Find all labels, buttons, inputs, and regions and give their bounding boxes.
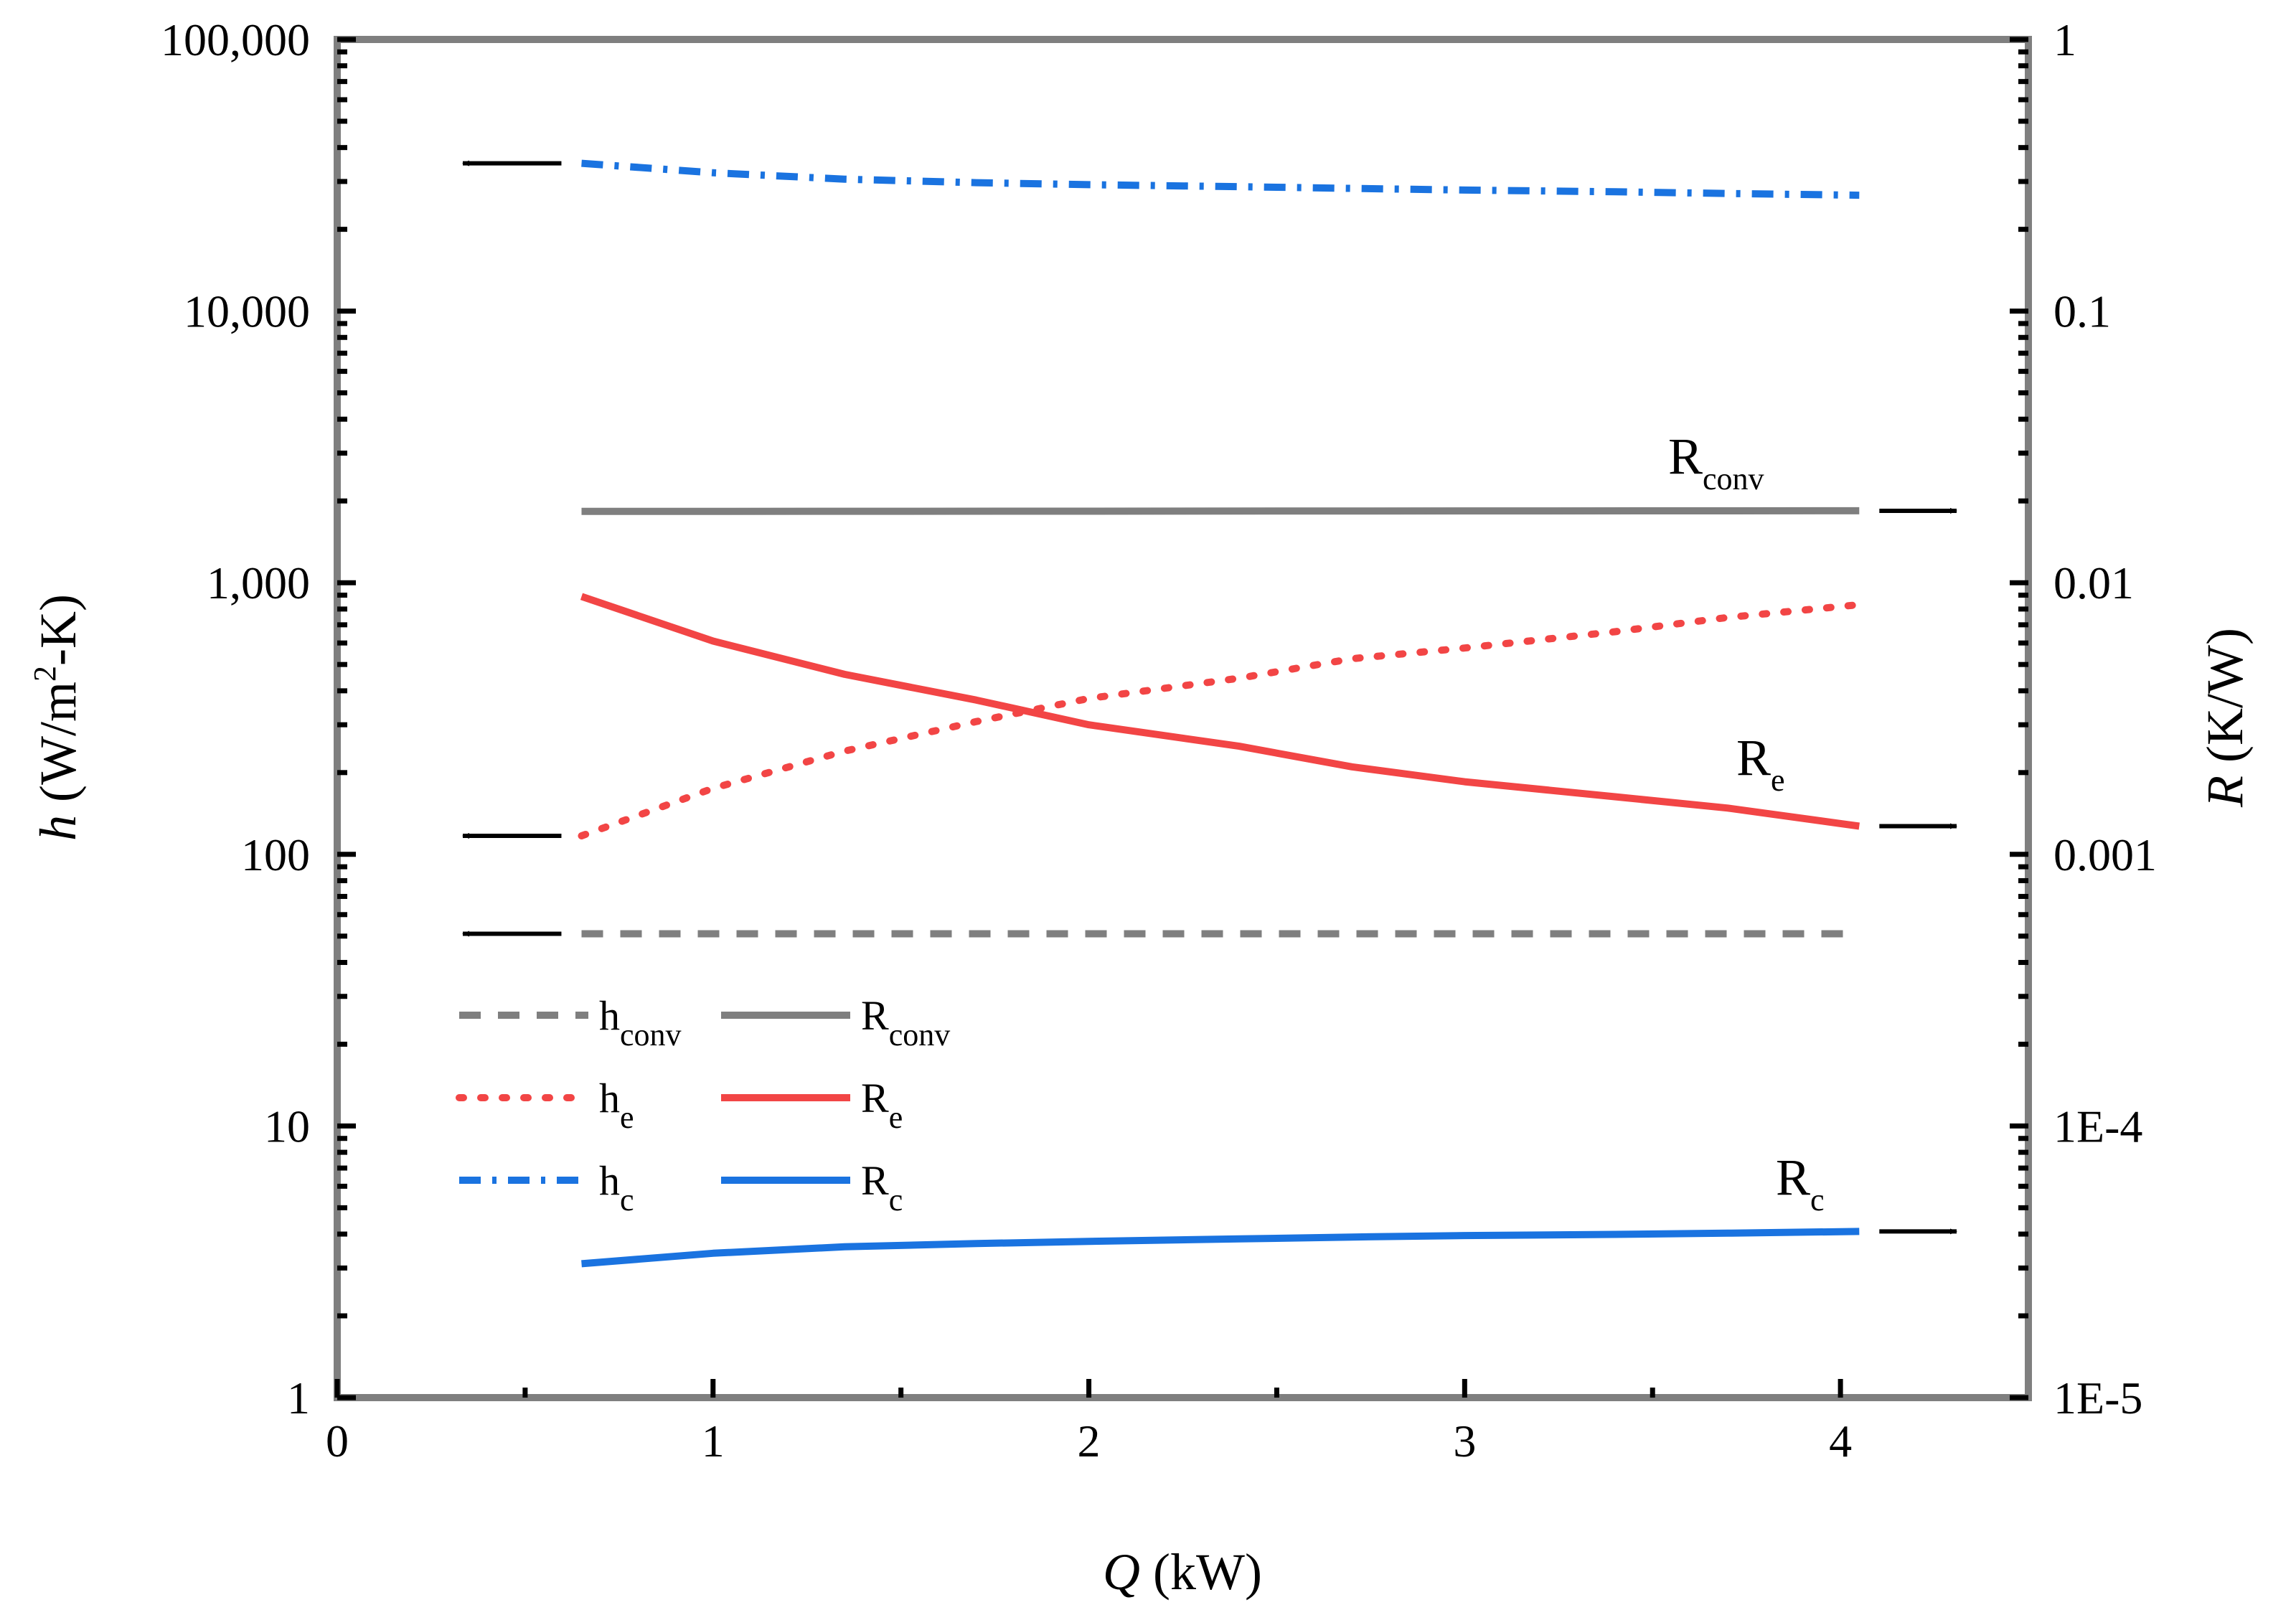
legend-label-h-conv: hconv	[599, 992, 682, 1053]
y-left-axis-title: h (W/m2-K)	[27, 594, 87, 841]
x-tick-label: 0	[326, 1416, 349, 1466]
y-right-tick-label: 1E-4	[2053, 1101, 2142, 1152]
x-tick-label: 4	[1829, 1416, 1852, 1466]
annotation-r-e: Re	[1736, 729, 1785, 798]
legend-label-R-c-main: R	[861, 1157, 889, 1204]
y-left-tick-label: 10,000	[184, 286, 310, 337]
y-left-axis-var: h	[29, 815, 87, 841]
annotation-r-conv-sub: conv	[1703, 461, 1764, 496]
y-right-tick-label: 0.01	[2053, 557, 2134, 608]
annotation-r-e-main: R	[1736, 729, 1771, 786]
x-tick-label: 2	[1078, 1416, 1101, 1466]
legend-label-R-conv-main: R	[861, 992, 889, 1039]
legend-label-R-conv: Rconv	[861, 992, 950, 1053]
legend-label-R-c: Rc	[861, 1157, 903, 1218]
axis-arrows	[462, 160, 1957, 1235]
legend-label-h-c-sub: c	[620, 1182, 634, 1218]
y-right-tick-label: 0.1	[2053, 286, 2111, 337]
y-left-unit-pre: (W/m	[29, 682, 87, 802]
y-left-tick-label: 1,000	[207, 557, 310, 608]
legend-label-R-conv-sub: conv	[889, 1017, 951, 1053]
annotation-r-c: Rc	[1776, 1149, 1825, 1218]
plot-frame	[334, 36, 2032, 1401]
annotation-r-e-sub: e	[1771, 763, 1785, 798]
y-left-unit-post: -K)	[29, 594, 87, 666]
annotation-r-c-main: R	[1776, 1149, 1810, 1206]
series-line-R-c	[581, 1228, 1860, 1268]
legend-label-R-e-sub: e	[889, 1100, 903, 1135]
series-line-h-c	[581, 159, 1860, 199]
y-right-axis-title: R (K/W)	[2196, 628, 2254, 808]
legend-label-h-e-sub: e	[620, 1100, 634, 1135]
annotation-r-c-sub: c	[1810, 1182, 1825, 1218]
series-lines	[578, 159, 1863, 1268]
legend-label-R-e-main: R	[861, 1075, 889, 1121]
y-left-tick-label: 100,000	[161, 14, 310, 65]
legend-label-h-c: hc	[599, 1157, 634, 1218]
legend-label-h-conv-main: h	[599, 992, 620, 1039]
y-right-tick-label: 1E-5	[2053, 1372, 2142, 1423]
x-tick-label: 1	[702, 1416, 725, 1466]
legend-label-h-conv-sub: conv	[620, 1017, 682, 1053]
x-axis-unit: (kW)	[1153, 1543, 1262, 1601]
y-right-tick-label: 1	[2053, 14, 2076, 65]
legend-label-h-e-main: h	[599, 1075, 620, 1121]
x-axis-title: Q (kW)	[1103, 1543, 1262, 1601]
legend-label-h-c-main: h	[599, 1157, 620, 1204]
y-left-tick-label: 10	[264, 1101, 310, 1152]
series-line-h-e	[578, 601, 1863, 839]
legend-label-R-e: Re	[861, 1075, 903, 1135]
series-line-R-e	[580, 593, 1860, 830]
x-axis-var: Q	[1103, 1543, 1140, 1601]
x-tick-label: 3	[1453, 1416, 1476, 1466]
legend-label-R-c-sub: c	[889, 1182, 903, 1218]
legend-label-h-e: he	[599, 1075, 634, 1135]
annotation-r-conv-main: R	[1668, 428, 1703, 485]
y-left-unit-sup: 2	[27, 666, 62, 682]
y-left-tick-label: 1	[287, 1372, 310, 1423]
series-line-R-conv	[581, 507, 1860, 515]
y-left-tick-label: 100	[241, 829, 310, 880]
y-right-tick-label: 0.001	[2053, 829, 2157, 880]
tick-labels: 0 1 2 3 41101001,00010,000100,0001E-51E-40.0…	[161, 14, 2157, 1466]
y-right-axis-unit: (K/W)	[2196, 628, 2254, 763]
annotation-r-conv: Rconv	[1668, 428, 1764, 496]
axis-ticks	[334, 37, 2028, 1400]
y-right-axis-var: R	[2196, 776, 2254, 808]
